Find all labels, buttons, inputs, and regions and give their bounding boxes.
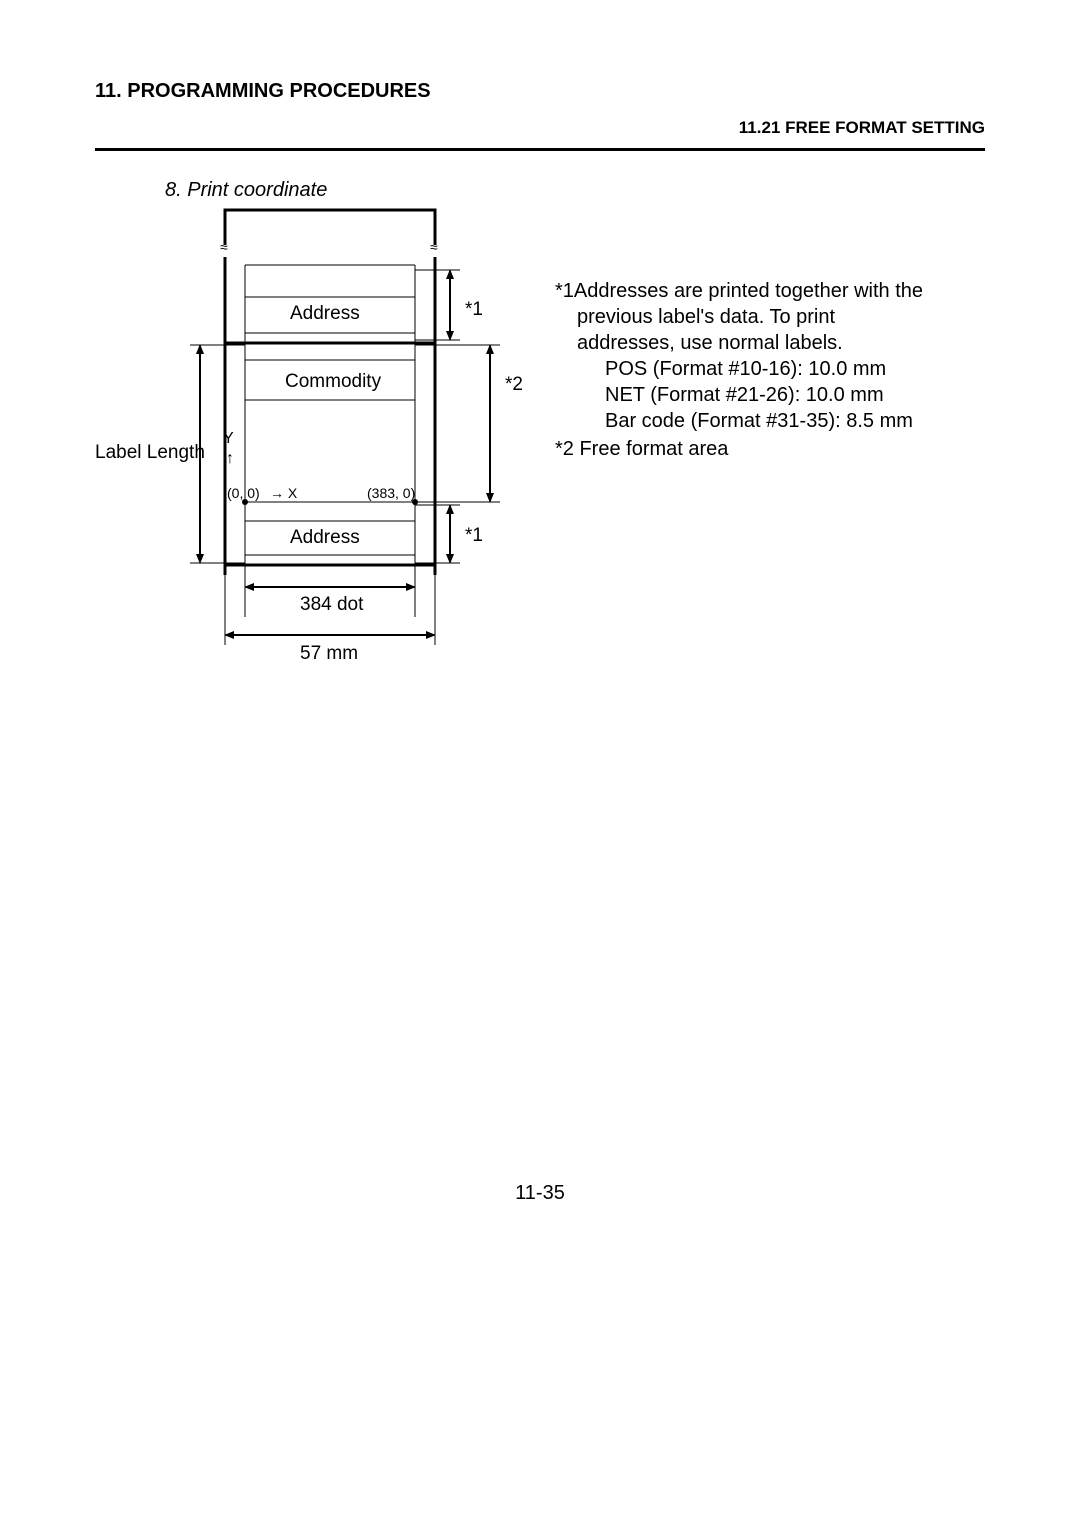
commodity-label: Commodity (285, 371, 382, 392)
xend-coord: (383, 0) (367, 485, 415, 501)
note1-line3: addresses, use normal labels. (555, 330, 985, 356)
mm-width: 57 mm (300, 643, 358, 664)
note1-line2: previous label's data. To print (555, 304, 985, 330)
x-arrow: → X (270, 485, 298, 501)
print-coordinate-diagram: ≈ ≈ Address Commodity (0, 0) (95, 205, 615, 675)
page: 11. PROGRAMMING PROCEDURES 11.21 FREE FO… (0, 0, 1080, 1528)
label-length: Label Length (95, 442, 205, 463)
chapter-title: 11. PROGRAMMING PROCEDURES (95, 80, 431, 103)
note1-bar: Bar code (Format #31-35): 8.5 mm (555, 408, 985, 434)
diagram-svg: ≈ ≈ Address Commodity (0, 0) (95, 205, 615, 675)
approx-mark: ≈ (220, 239, 228, 255)
note1-prefix: *1 (555, 278, 574, 304)
dot-width: 384 dot (300, 594, 364, 615)
star2: *2 (505, 374, 523, 395)
notes-block: *1 Addresses are printed together with t… (555, 278, 985, 462)
y-arrow: ↑ (226, 450, 234, 467)
note1-net: NET (Format #21-26): 10.0 mm (555, 382, 985, 408)
section-title: 11.21 FREE FORMAT SETTING (739, 118, 985, 138)
y-label: Y (223, 430, 234, 447)
star1-lower: *1 (465, 525, 483, 546)
note2-text: Free format area (574, 438, 729, 460)
note1-pos: POS (Format #10-16): 10.0 mm (555, 356, 985, 382)
figure-caption: 8. Print coordinate (165, 179, 327, 202)
origin-coord: (0, 0) (227, 485, 260, 501)
star1-upper: *1 (465, 299, 483, 320)
approx-mark: ≈ (430, 239, 438, 255)
note2-prefix: *2 (555, 438, 574, 460)
page-number: 11-35 (0, 1182, 1080, 1205)
address-label: Address (290, 303, 360, 324)
header-rule (95, 148, 985, 151)
address-label-2: Address (290, 527, 360, 548)
note1-line1: Addresses are printed together with the (574, 278, 985, 304)
